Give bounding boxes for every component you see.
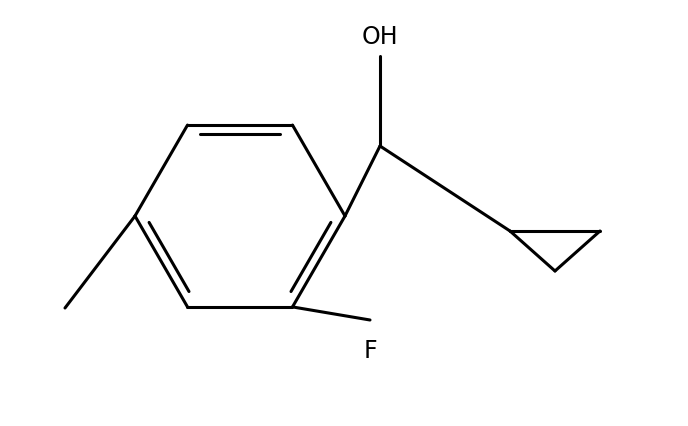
Text: F: F	[363, 338, 377, 362]
Text: OH: OH	[362, 25, 398, 49]
